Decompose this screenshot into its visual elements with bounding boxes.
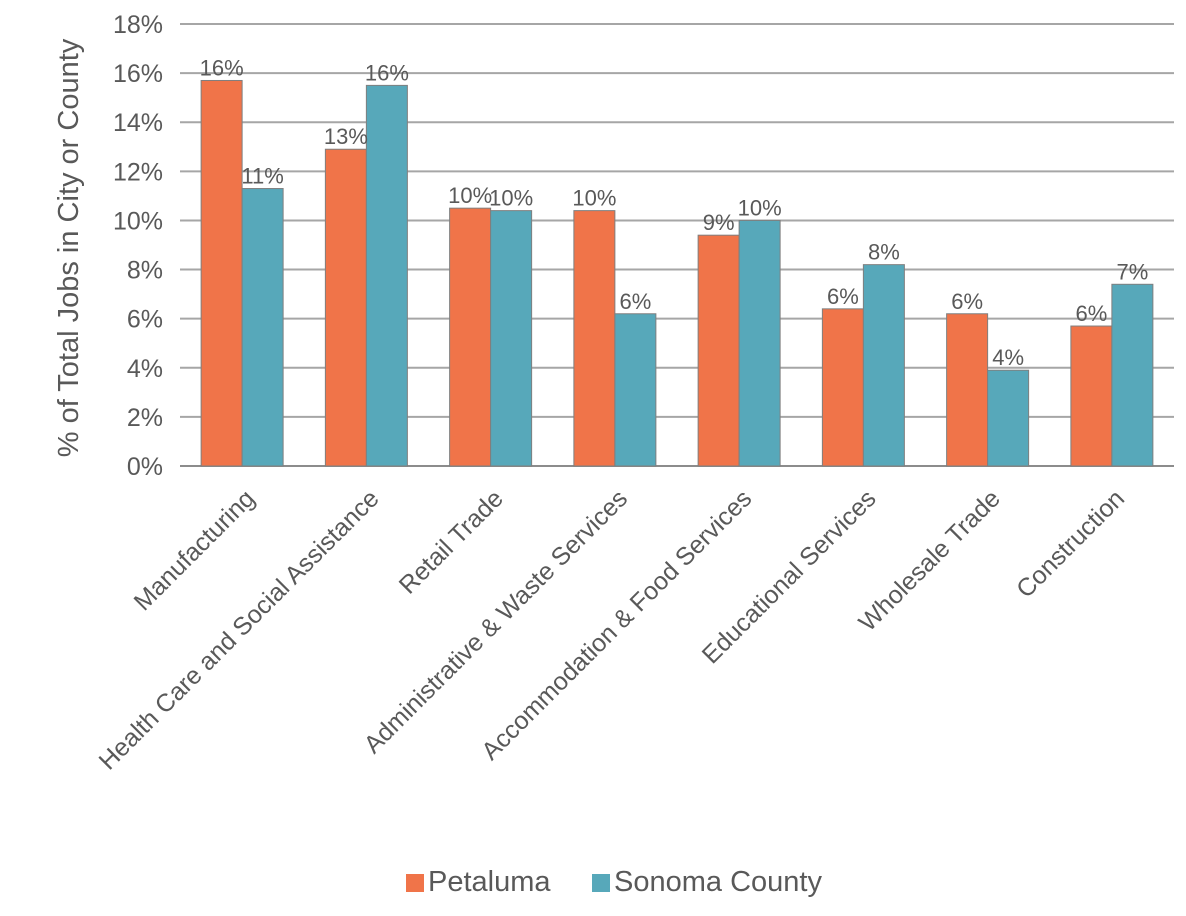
bar-petaluma: [200, 79, 243, 467]
bar-sonoma-county: [862, 264, 905, 467]
data-label: 16%: [365, 60, 409, 85]
y-tick-label: 14%: [113, 109, 163, 137]
data-label: 11%: [241, 164, 283, 189]
bar-petaluma: [1070, 325, 1113, 467]
data-label: 6%: [951, 289, 983, 314]
legend: Petaluma Sonoma County: [406, 866, 822, 898]
data-label: 6%: [1075, 301, 1107, 326]
bar-sonoma-county: [1111, 283, 1154, 467]
legend-swatch: [592, 874, 610, 892]
bar-petaluma: [324, 148, 367, 467]
bar-petaluma: [449, 207, 492, 467]
data-label: 10%: [489, 186, 533, 211]
bar-petaluma: [697, 234, 740, 467]
bar-petaluma: [821, 308, 864, 467]
data-label: 7%: [1116, 259, 1148, 284]
category-label: Retail Trade: [394, 484, 509, 599]
data-label: 10%: [448, 183, 492, 208]
data-label: 8%: [868, 240, 900, 265]
bar-sonoma-county: [987, 369, 1030, 467]
y-tick-label: 10%: [113, 207, 163, 235]
data-label: 13%: [324, 124, 368, 149]
data-label: 4%: [992, 345, 1024, 370]
y-tick-label: 8%: [127, 257, 163, 285]
y-tick-label: 0%: [127, 453, 163, 481]
bar-sonoma-county: [241, 188, 284, 467]
data-label: 16%: [200, 55, 244, 80]
category-label: Health Care and Social Assistance: [94, 484, 385, 775]
category-label: Manufacturing: [129, 484, 261, 616]
y-axis-label: % of Total Jobs in City or County: [53, 38, 85, 457]
data-label: 6%: [827, 284, 859, 309]
bar-sonoma-county: [738, 219, 781, 467]
y-tick-label: 16%: [113, 60, 163, 88]
data-labels: 16%11%13%16%10%10% 10%6%9%10%6%8%6%4%6%7%: [200, 55, 1149, 370]
data-label: 6%: [619, 289, 651, 314]
bar-sonoma-county: [365, 84, 408, 467]
y-tick-label: 4%: [127, 355, 163, 383]
bar-sonoma-county: [490, 210, 533, 467]
legend-swatch: [406, 874, 424, 892]
bar-sonoma-county: [614, 313, 657, 467]
bars: [200, 79, 1154, 467]
category-label: Administrative & Waste Services: [359, 484, 634, 759]
category-label: Construction: [1011, 484, 1130, 603]
y-tick-label: 6%: [127, 306, 163, 334]
bar-petaluma: [946, 313, 989, 467]
legend-label: Sonoma County: [614, 866, 822, 898]
y-tick-label: 18%: [113, 11, 163, 39]
legend-label: Petaluma: [428, 866, 551, 898]
bar-petaluma: [573, 210, 616, 467]
data-label: 9%: [703, 210, 735, 235]
y-tick-label: 12%: [113, 158, 163, 186]
y-axis-ticks: 0% 2% 4% 6% 8% 10% 12% 14% 16% 18%: [113, 11, 163, 481]
y-tick-label: 2%: [127, 404, 163, 432]
data-label: 10%: [738, 195, 782, 220]
data-label: 10%: [572, 186, 616, 211]
category-label: Accommodation & Food Services: [476, 484, 757, 765]
